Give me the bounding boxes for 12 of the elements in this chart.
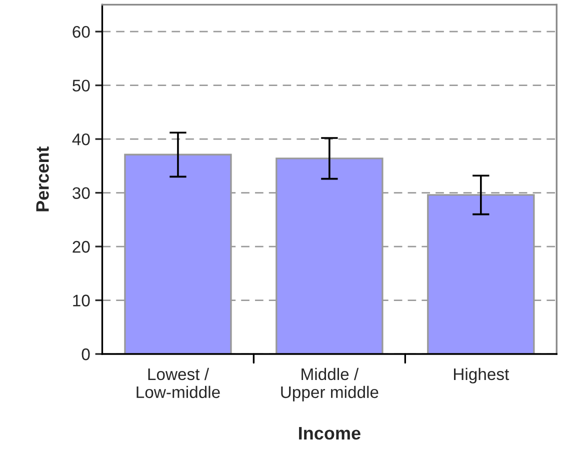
y-tick-label: 30 <box>72 187 90 199</box>
x-tick-label: Lowest / Low-middle <box>136 368 220 398</box>
x-tick-label: Middle / Upper middle <box>281 368 378 402</box>
y-tick-label: 10 <box>73 294 90 306</box>
y-tick-label: 40 <box>72 133 90 146</box>
y-tick-label: 20 <box>72 240 90 253</box>
y-tick-label: 60 <box>72 26 90 38</box>
x-tick-label: Highest <box>454 368 510 384</box>
y-axis-title: Percent <box>36 146 49 212</box>
x-axis-title: Income <box>299 427 360 440</box>
y-tick-label: 50 <box>72 80 90 92</box>
y-tick-label: 0 <box>82 348 90 360</box>
